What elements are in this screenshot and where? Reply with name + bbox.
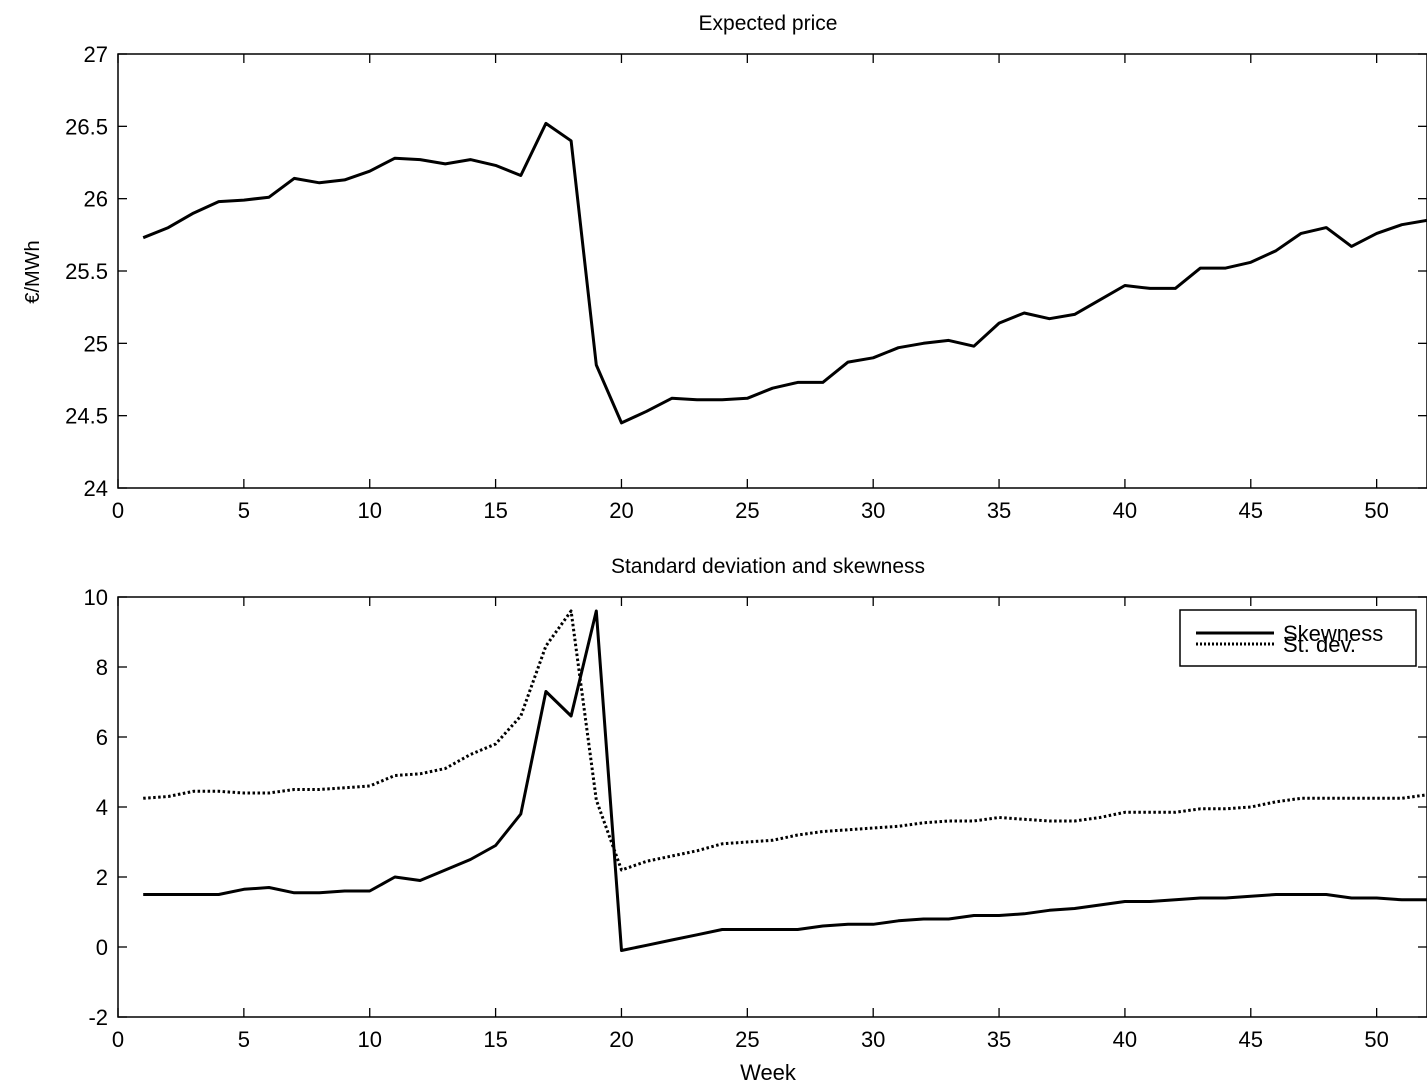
chart-2-x-tick-label: 30 <box>861 1027 885 1052</box>
chart-1-x-tick-label: 10 <box>357 498 381 523</box>
chart-2-x-tick-label: 35 <box>987 1027 1011 1052</box>
chart-2-x-tick-label: 50 <box>1364 1027 1388 1052</box>
chart-2-y-tick-label: 10 <box>84 585 108 610</box>
chart-1-x-tick-label: 40 <box>1113 498 1137 523</box>
chart-1-ylabel: €/MWh <box>22 240 44 303</box>
std-skewness-chart: Standard deviation and skewness Week 0 5 1… <box>84 555 1427 1085</box>
chart-2-x-tick-label: 0 <box>112 1027 124 1052</box>
chart-1-x-tick-label: 30 <box>861 498 885 523</box>
chart-2-skewness-line <box>143 609 1427 952</box>
chart-2-x-tick-label: 40 <box>1113 1027 1137 1052</box>
chart-2-y-tick-label: 0 <box>96 935 108 960</box>
chart-2-x-tick-label: 25 <box>735 1027 759 1052</box>
chart-2-x-tick-label: 15 <box>483 1027 507 1052</box>
chart-1-y-tick-label: 24 <box>84 476 108 501</box>
expected-price-chart: Expected price €/MWh 0 5 10 15 20 25 30 35 40 45 5… <box>22 12 1427 523</box>
chart-1-y-tick-label: 25.5 <box>65 259 108 284</box>
chart-2-y-tick-label: 6 <box>96 725 108 750</box>
chart-2-y-tick-label: 4 <box>96 795 108 820</box>
chart-1-y-tick-label: 27 <box>84 42 108 67</box>
chart-1-series-line <box>142 121 1427 425</box>
chart-1-y-tick-label: 26 <box>84 187 108 212</box>
chart-2-y-tick-label: -2 <box>88 1005 108 1030</box>
chart-1-x-tick-label: 15 <box>483 498 507 523</box>
chart-1-x-tick-label: 35 <box>987 498 1011 523</box>
chart-1-x-tick-label: 25 <box>735 498 759 523</box>
legend-label-stdev: St. dev. <box>1283 632 1356 657</box>
chart-2-x-tick-label: 45 <box>1239 1027 1263 1052</box>
legend-label-skewness: Skewness <box>1283 621 1383 646</box>
chart-1-title: Expected price <box>699 12 838 35</box>
chart-2-x-tick-label: 5 <box>238 1027 250 1052</box>
chart-2-y-tick-label: 8 <box>96 655 108 680</box>
chart-2-x-tick-label: 20 <box>609 1027 633 1052</box>
chart-1-y-tick-label: 26.5 <box>65 114 108 139</box>
chart-1-x-tick-label: 45 <box>1239 498 1263 523</box>
chart-2-title: Standard deviation and skewness <box>611 555 925 578</box>
chart-1-x-tick-label: 5 <box>238 498 250 523</box>
chart-2-y-tick-label: 2 <box>96 865 108 890</box>
chart-2-xlabel: Week <box>740 1060 797 1085</box>
chart-1-y-tick-label: 25 <box>84 331 108 356</box>
legend: Skewness St. dev. <box>1179 609 1417 667</box>
chart-1-x-tick-label: 50 <box>1364 498 1388 523</box>
legend-box <box>1179 609 1417 667</box>
chart-1-x-tick-label: 0 <box>112 498 124 523</box>
chart-1-plot-area: 0 5 10 15 20 25 30 35 40 45 50 24 24.5 25 25.5 26 26.5 27 <box>65 42 1427 523</box>
chart-1-frame <box>117 53 1427 489</box>
chart-1-x-tick-label: 20 <box>609 498 633 523</box>
chart-2-x-tick-label: 10 <box>357 1027 381 1052</box>
chart-1-y-tick-label: 24.5 <box>65 404 108 429</box>
